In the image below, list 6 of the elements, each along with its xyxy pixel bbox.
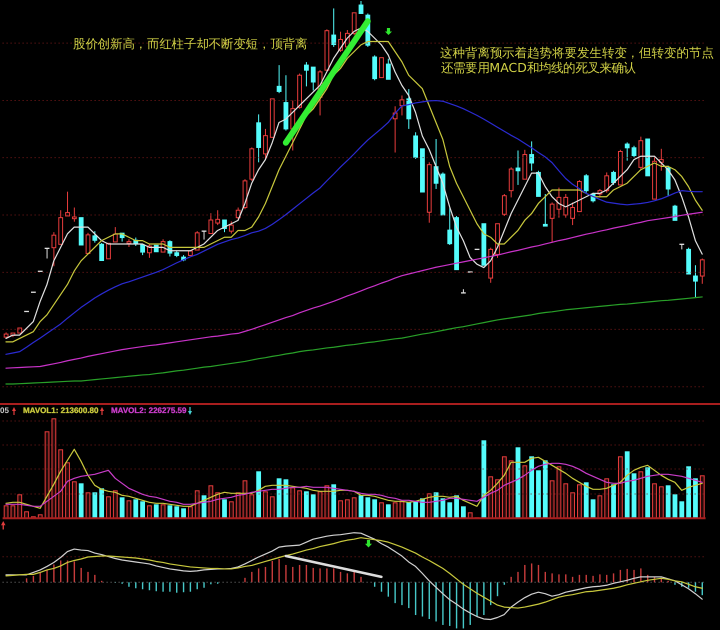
annotation: 这种背离预示着趋势将要发生转变，但转变的节点 bbox=[440, 44, 714, 60]
text: MAVOL2: 226275.59 bbox=[111, 406, 186, 414]
annotation: 还需要用MACD和均线的死叉来确认 bbox=[441, 60, 636, 75]
annotation: 股价创新高，而红柱子却不断变短，顶背离 bbox=[73, 36, 308, 51]
text: 05 bbox=[0, 406, 9, 414]
text: MAVOL1: 213600.80 bbox=[23, 406, 98, 414]
